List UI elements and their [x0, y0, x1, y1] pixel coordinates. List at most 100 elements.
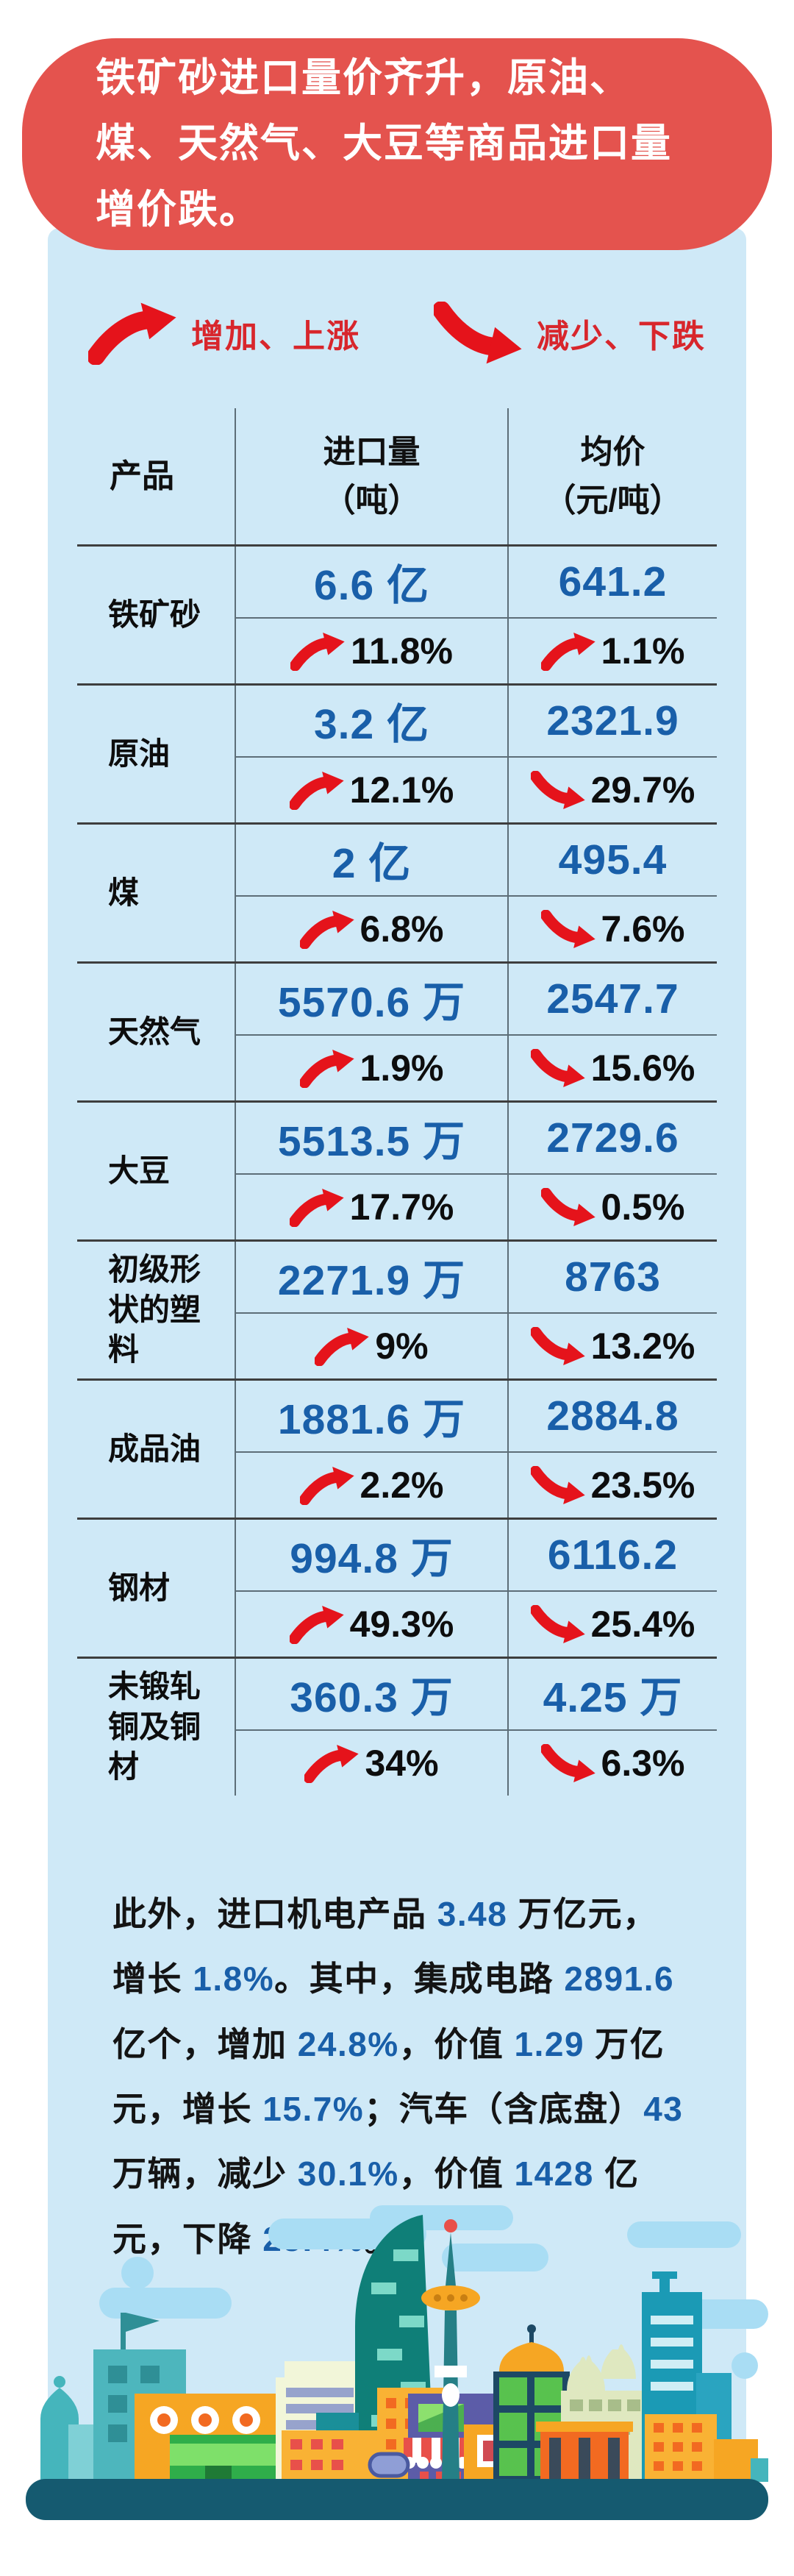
price-value: 495.4 [509, 825, 717, 897]
volume-change-value: 9% [375, 1326, 429, 1367]
price-change-cell: 1.1% [509, 619, 717, 683]
volume-change-cell: 9% [236, 1314, 509, 1378]
table-row: 钢材 994.8 万 6116.2 49.3% 25.4% [77, 1518, 717, 1657]
up-arrow-icon [290, 632, 345, 671]
volume-change-value: 1.9% [360, 1047, 444, 1089]
banner-title: 铁矿砂进口量价齐升，原油、煤、天然气、大豆等商品进口量增价跌。 [96, 56, 672, 232]
price-value: 6116.2 [509, 1520, 717, 1592]
product-name: 钢材 [77, 1520, 236, 1657]
product-name: 初级形状的塑料 [77, 1242, 236, 1378]
price-value: 2321.9 [509, 686, 717, 758]
price-change-cell: 29.7% [509, 758, 717, 822]
volume-change-value: 6.8% [360, 908, 444, 950]
up-arrow-icon [300, 1049, 354, 1088]
volume-change-cell: 11.8% [236, 619, 509, 683]
price-change-cell: 7.6% [509, 897, 717, 961]
volume-change-cell: 1.9% [236, 1036, 509, 1100]
product-name: 铁矿砂 [77, 547, 236, 683]
price-value: 4.25 万 [509, 1659, 717, 1731]
volume-value: 5570.6 万 [236, 964, 509, 1036]
volume-value: 2271.9 万 [236, 1242, 509, 1314]
table-row: 初级形状的塑料 2271.9 万 8763 9% 13.2% [77, 1239, 717, 1378]
volume-change-value: 34% [365, 1743, 439, 1784]
up-arrow-icon [290, 771, 344, 810]
product-name: 大豆 [77, 1103, 236, 1239]
up-arrow-icon [290, 1188, 344, 1227]
down-arrow-icon [531, 1605, 585, 1644]
volume-value: 6.6 亿 [236, 547, 509, 619]
product-name: 未锻轧铜及铜材 [77, 1659, 236, 1796]
product-name: 煤 [77, 825, 236, 961]
summary-paragraph: 此外，进口机电产品 3.48 万亿元，增长 1.8%。其中，集成电路 2891.… [112, 1895, 684, 2258]
price-change-cell: 23.5% [509, 1453, 717, 1518]
price-value: 2547.7 [509, 964, 717, 1036]
table-row: 原油 3.2 亿 2321.9 12.1% 29.7% [77, 683, 717, 822]
volume-change-value: 12.1% [349, 769, 454, 811]
header-banner: 铁矿砂进口量价齐升，原油、煤、天然气、大豆等商品进口量增价跌。 [22, 38, 772, 250]
volume-change-value: 2.2% [360, 1465, 444, 1506]
tv-tower [421, 2219, 480, 2482]
volume-value: 360.3 万 [236, 1659, 509, 1731]
down-arrow-icon [531, 1327, 585, 1366]
price-change-value: 15.6% [590, 1047, 695, 1089]
base-bar [26, 2479, 768, 2520]
table-row: 天然气 5570.6 万 2547.7 1.9% 15.6% [77, 961, 717, 1100]
volume-change-cell: 12.1% [236, 758, 509, 822]
product-name: 原油 [77, 686, 236, 822]
down-arrow-icon [541, 1744, 596, 1783]
content-panel: 增加、上涨 减少、下跌 产品 进口量 （吨） 均价 （元/吨） 铁矿砂 6.6 … [26, 228, 768, 2520]
price-change-value: 6.3% [601, 1743, 685, 1784]
legend-item-down: 减少、下跌 [434, 302, 706, 365]
volume-value: 994.8 万 [236, 1520, 509, 1592]
table-row: 未锻轧铜及铜材 360.3 万 4.25 万 34% 6.3% [77, 1657, 717, 1796]
table-row: 成品油 1881.6 万 2884.8 2.2% 23.5% [77, 1378, 717, 1518]
table-header-row: 产品 进口量 （吨） 均价 （元/吨） [77, 408, 717, 544]
price-change-value: 7.6% [601, 908, 685, 950]
table-row: 煤 2 亿 495.4 6.8% 7.6% [77, 822, 717, 961]
header-price: 均价 （元/吨） [543, 433, 682, 519]
price-value: 2729.6 [509, 1103, 717, 1175]
down-arrow-icon [541, 1188, 596, 1227]
green-glass-building [493, 2324, 570, 2482]
price-change-value: 23.5% [590, 1465, 695, 1506]
legend: 增加、上涨 减少、下跌 [48, 302, 746, 365]
gate-building [536, 2422, 633, 2482]
price-change-value: 0.5% [601, 1186, 685, 1228]
product-name: 天然气 [77, 964, 236, 1100]
up-arrow-icon [300, 910, 354, 949]
header-product: 产品 [77, 408, 236, 544]
price-value: 641.2 [509, 547, 717, 619]
table-body: 铁矿砂 6.6 亿 641.2 11.8% 1.1% 原油 3.2 亿 2321… [77, 544, 717, 1796]
volume-change-cell: 6.8% [236, 897, 509, 961]
price-change-value: 1.1% [601, 630, 685, 672]
price-change-value: 29.7% [590, 769, 695, 811]
capsule-car [368, 2452, 410, 2478]
volume-change-cell: 2.2% [236, 1453, 509, 1518]
price-change-value: 25.4% [590, 1604, 695, 1645]
table-row: 大豆 5513.5 万 2729.6 17.7% 0.5% [77, 1100, 717, 1239]
volume-change-value: 11.8% [350, 630, 453, 672]
price-change-cell: 6.3% [509, 1731, 717, 1796]
cityscape-illustration [26, 2205, 768, 2520]
volume-change-cell: 49.3% [236, 1592, 509, 1657]
orange-buildings-right [645, 2414, 768, 2482]
volume-change-cell: 34% [236, 1731, 509, 1796]
volume-change-value: 17.7% [349, 1186, 454, 1228]
price-value: 8763 [509, 1242, 717, 1314]
down-arrow-icon [541, 910, 596, 949]
legend-down-label: 减少、下跌 [537, 319, 706, 355]
up-arrow-icon [315, 1327, 369, 1366]
header-volume: 进口量 （吨） [236, 408, 509, 544]
volume-change-value: 49.3% [349, 1604, 454, 1645]
legend-up-label: 增加、上涨 [191, 319, 360, 355]
volume-value: 5513.5 万 [236, 1103, 509, 1175]
price-change-cell: 0.5% [509, 1175, 717, 1239]
import-table: 产品 进口量 （吨） 均价 （元/吨） 铁矿砂 6.6 亿 641.2 11.8… [77, 408, 717, 1796]
up-arrow-icon [290, 1605, 344, 1644]
volume-change-cell: 17.7% [236, 1175, 509, 1239]
table-row: 铁矿砂 6.6 亿 641.2 11.8% 1.1% [77, 544, 717, 683]
down-arrow-icon [531, 1466, 585, 1505]
price-change-value: 13.2% [590, 1326, 695, 1367]
down-arrow-icon [434, 302, 522, 365]
price-change-cell: 13.2% [509, 1314, 717, 1378]
